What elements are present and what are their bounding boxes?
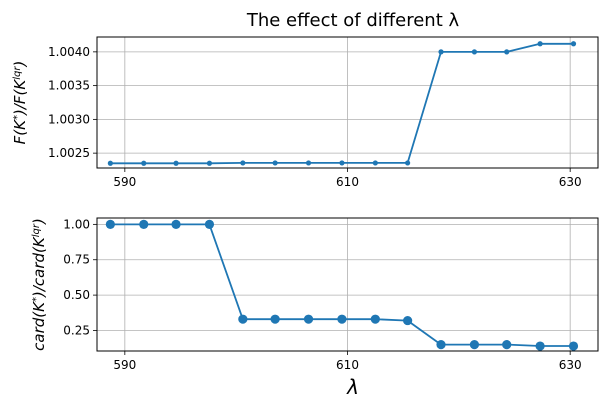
data-point [171,219,181,229]
y-axis-label-part: card(K [30,301,48,351]
data-point [272,160,278,166]
y-axis-label-part: lqr [31,223,42,237]
data-point [240,160,246,166]
data-point [141,160,147,166]
y-axis-label-part: * [31,297,42,302]
data-point [471,49,478,55]
plot-frame [96,217,599,352]
x-tick-label: 590 [113,358,136,372]
data-point [504,49,510,55]
y-tick-label: 1.0025 [48,146,90,160]
data-point [372,160,378,166]
y-tick-label: 1.0035 [48,79,90,93]
data-point [303,314,314,324]
series-line [110,223,574,347]
data-point [173,160,179,166]
data-point [570,41,577,47]
top-plot: 590 610 630 1.0025 1.0030 1.0035 1.0040 F(K*)/F… [11,36,599,189]
series-line [110,42,574,165]
chart-title: The effect of different λ [246,10,460,31]
data-point [339,160,345,166]
data-point [405,160,411,166]
y-axis-label-part: )/F(K [11,79,29,116]
data-point [436,340,446,350]
data-point [438,49,444,55]
y-axis-label-part: ) [11,61,29,68]
data-point [107,160,113,166]
y-axis-label-part: lqr [12,66,23,80]
data-point [305,160,312,166]
data-point [105,219,115,229]
y-tick-label: 1.0030 [48,112,90,126]
data-point [502,340,512,350]
x-tick-label: 630 [559,175,582,189]
y-tick-label: 1.00 [63,217,90,231]
y-axis-label-part: )/card(K [30,236,48,298]
y-tick-label: 0.50 [63,288,90,302]
y-axis-label-part: ) [30,218,48,225]
y-axis-label-part: F(K [11,119,29,144]
data-point [370,314,380,324]
x-tick-label: 610 [336,175,359,189]
data-point [206,160,213,166]
y-axis-label-part: * [12,115,23,120]
data-point [537,41,543,47]
x-tick-label: 610 [336,358,359,372]
data-point [403,315,413,326]
bottom-plot: 590 610 630 0.25 0.50 0.75 1.00 card(K*)/card(K… [30,217,599,372]
data-point [204,219,215,229]
plot-frame [96,36,599,169]
data-point [139,219,149,229]
data-point [238,314,248,324]
data-point [568,341,579,351]
x-tick-label: 630 [559,358,582,372]
y-tick-label: 0.25 [63,323,90,337]
x-axis-label: λ [346,375,359,399]
data-point [535,341,545,351]
x-tick-label: 590 [113,175,136,189]
data-point [469,340,480,350]
y-tick-label: 1.0040 [48,45,90,59]
y-tick-label: 0.75 [63,253,90,267]
data-point [337,314,347,324]
data-point [270,314,280,324]
y-axis-label: card(K*)/card(Klqr) [30,218,48,351]
y-axis-label: F(K*)/F(Klqr) [11,61,29,145]
